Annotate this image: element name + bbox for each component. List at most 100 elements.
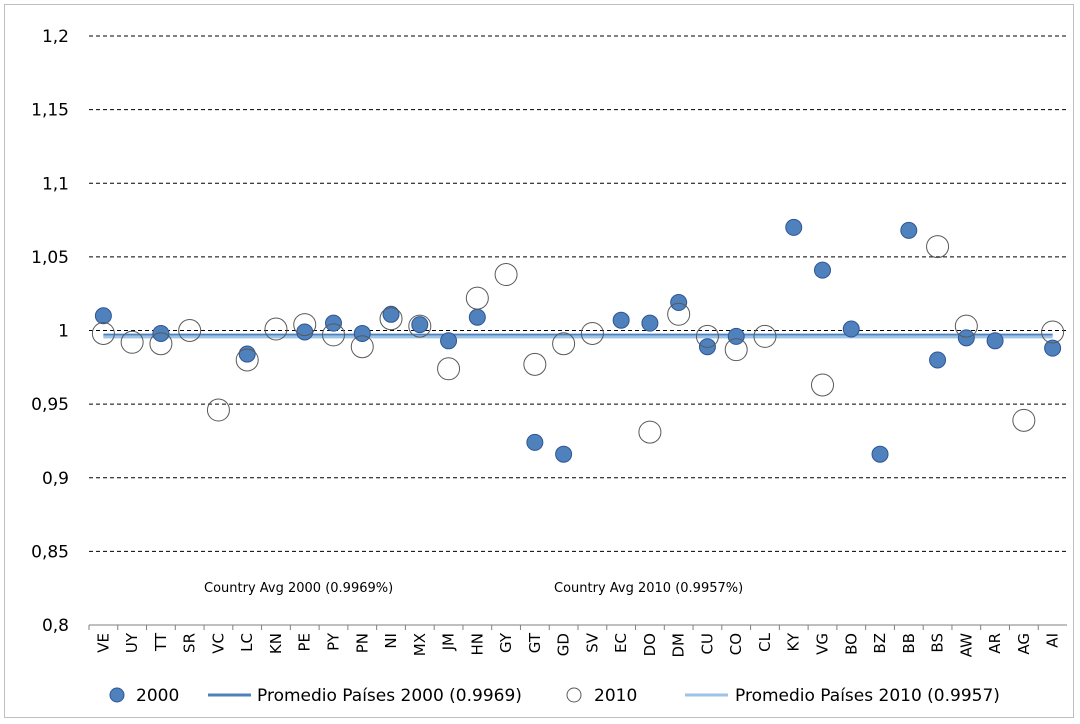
x-tick-label: PE: [296, 633, 314, 652]
average-lines: [103, 333, 1053, 339]
point-2010-KN: [264, 317, 288, 341]
annotation-avg-2010: Country Avg 2010 (0.9957%): [554, 581, 743, 596]
x-axis-ticks: VE UY TT SR VC LC KN PE PY PN NI MX JM HN GY GT GD SV EC DO…: [88, 625, 1062, 658]
point-2010-JM: [437, 357, 461, 381]
point-2000-PN: [353, 324, 371, 342]
x-tick-label: PY: [325, 632, 343, 651]
y-tick-label: 1,2: [42, 27, 69, 47]
x-tick-label: HN: [468, 633, 486, 656]
point-2000-PE: [296, 323, 314, 341]
point-2000-GT: [526, 433, 544, 451]
point-2010-GT: [523, 352, 547, 376]
point-2000-NI: [382, 305, 400, 323]
y-tick-label: 0,85: [31, 542, 69, 562]
point-2000-TT: [152, 324, 170, 342]
point-2010-CO: [724, 338, 748, 362]
point-2000-BZ: [871, 445, 889, 463]
point-2010-DO: [638, 420, 662, 444]
point-2010-BS: [926, 235, 950, 259]
x-tick-label: DO: [641, 633, 659, 656]
y-tick-label: 1,1: [42, 174, 69, 194]
point-2010-DM: [667, 302, 691, 326]
x-tick-label: DM: [670, 633, 688, 658]
x-tick-label: BO: [842, 633, 860, 655]
y-axis-ticks: 1,2 1,15 1,1 1,05 1 0,95 0,9 0,85 0,8: [31, 27, 69, 636]
legend-label-avg-2000: Promedio Países 2000 (0.9969): [257, 686, 522, 706]
x-tick-label: UY: [123, 632, 141, 653]
point-2010-LC: [235, 348, 259, 372]
point-2010-MX: [408, 314, 432, 338]
x-tick-label: GT: [526, 632, 544, 653]
y-tick-label: 1,05: [31, 248, 69, 268]
x-tick-label: KN: [267, 633, 285, 654]
point-2010-UY: [120, 330, 144, 354]
point-2000-AW: [957, 329, 975, 347]
x-tick-label: NI: [382, 633, 400, 649]
point-2010-TT: [149, 332, 173, 356]
point-2010-VE: [91, 321, 115, 345]
point-2010-CU: [695, 324, 719, 348]
legend-label-2000: 2000: [136, 686, 179, 706]
y-tick-label: 1,15: [31, 101, 69, 121]
point-2000-PY: [325, 314, 342, 332]
data-points: [91, 218, 1065, 463]
x-tick-label: AI: [1044, 633, 1062, 648]
point-2000-BS: [929, 351, 947, 369]
point-2010-CL: [753, 324, 777, 348]
x-tick-label: KY: [785, 632, 803, 651]
point-2010-PN: [350, 335, 374, 359]
x-tick-label: AW: [957, 633, 975, 657]
x-tick-label: CU: [698, 633, 716, 654]
x-tick-label: TT: [152, 632, 170, 652]
point-2010-GY: [494, 263, 518, 287]
y-tick-label: 0,9: [42, 469, 69, 489]
point-2000-BB: [900, 221, 918, 239]
x-tick-label: BS: [929, 633, 947, 653]
legend-label-avg-2010: Promedio Países 2010 (0.9957): [735, 686, 1000, 706]
point-2010-VC: [206, 398, 230, 422]
chart-frame: 1,2 1,15 1,1 1,05 1 0,95 0,9 0,85 0,8 VE UY TT SR VC…: [4, 4, 1074, 718]
point-2000-DO: [641, 314, 659, 332]
x-tick-label: CL: [756, 632, 774, 651]
point-2010-SV: [580, 321, 604, 345]
point-2010-PE: [293, 313, 317, 337]
point-2010-PY: [322, 323, 345, 347]
point-2000-CU: [698, 338, 716, 356]
x-tick-label: BZ: [871, 633, 889, 654]
x-tick-label: JM: [440, 633, 458, 651]
point-2000-JM: [440, 332, 458, 350]
point-2000-KY: [785, 218, 803, 236]
point-2010-SR: [178, 319, 202, 342]
point-2000-BO: [842, 320, 860, 338]
x-tick-label: VC: [209, 633, 227, 654]
y-tick-label: 1: [58, 322, 69, 342]
point-2010-AG: [1012, 408, 1036, 432]
scatter-chart: 1,2 1,15 1,1 1,05 1 0,95 0,9 0,85 0,8 VE UY TT SR VC…: [31, 27, 1067, 706]
point-2010-AW: [954, 314, 978, 338]
point-2000-VE: [94, 307, 112, 325]
x-tick-label: SV: [583, 632, 601, 653]
x-tick-label: AR: [986, 633, 1004, 654]
point-2010-AI: [1041, 320, 1065, 344]
legend-marker-2000: [109, 687, 125, 703]
y-tick-label: 0,95: [31, 395, 69, 415]
x-tick-label: CO: [727, 633, 745, 655]
legend: 2000 Promedio Países 2000 (0.9969) 2010 …: [109, 686, 1000, 706]
point-2010-HN: [465, 286, 489, 310]
x-tick-label: GY: [497, 632, 515, 653]
x-tick-label: EC: [612, 633, 630, 653]
point-2010-GD: [552, 332, 576, 356]
point-2000-GD: [555, 445, 573, 463]
gridlines: [89, 35, 1067, 552]
x-tick-label: BB: [900, 633, 918, 654]
point-2000-HN: [468, 308, 486, 326]
x-tick-label: VG: [814, 633, 832, 655]
x-tick-label: MX: [411, 633, 429, 656]
x-tick-label: VE: [94, 633, 112, 653]
point-2010-VG: [811, 373, 834, 397]
x-tick-label: LC: [238, 633, 256, 652]
annotation-avg-2000: Country Avg 2000 (0.9969%): [204, 581, 393, 596]
x-tick-label: AG: [1015, 633, 1033, 655]
point-2010-NI: [379, 307, 403, 331]
legend-label-2010: 2010: [594, 686, 637, 706]
